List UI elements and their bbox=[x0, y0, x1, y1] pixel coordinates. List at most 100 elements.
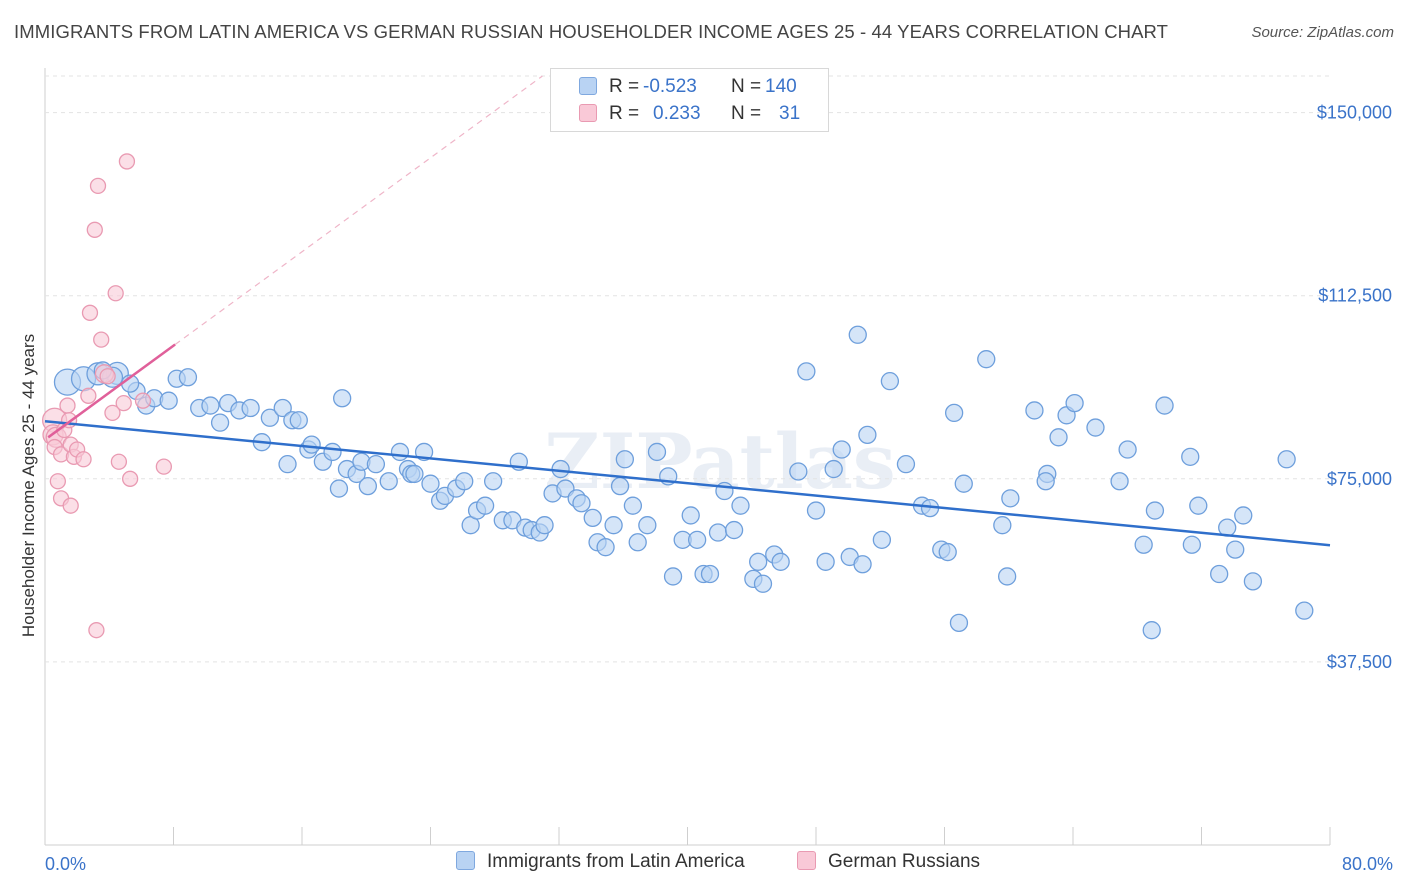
german-russian-point bbox=[107, 285, 124, 302]
latin-america-point bbox=[896, 455, 916, 474]
latin-america-point bbox=[954, 474, 973, 493]
latin-america-point bbox=[663, 567, 683, 586]
latin-america-point bbox=[949, 613, 969, 632]
legend-item-german-russians: German Russians bbox=[797, 851, 980, 873]
latin-america-point bbox=[816, 552, 835, 571]
latin-america-point bbox=[749, 552, 768, 571]
latin-america-point bbox=[483, 472, 503, 491]
pink-swatch bbox=[579, 104, 597, 122]
latin-america-point bbox=[1226, 540, 1245, 559]
latin-america-point bbox=[583, 508, 602, 528]
latin-america-point bbox=[278, 455, 297, 474]
latin-america-point bbox=[789, 462, 808, 481]
german-russian-point bbox=[134, 392, 152, 409]
german-russian-point bbox=[75, 451, 92, 468]
german-russian-point bbox=[49, 473, 66, 490]
y-tick-label: $150,000 bbox=[1317, 103, 1392, 123]
latin-america-point bbox=[302, 435, 321, 454]
pink-trend-extension bbox=[174, 75, 543, 346]
latin-america-point bbox=[358, 476, 378, 496]
latin-america-point bbox=[1181, 447, 1200, 466]
latin-america-point bbox=[872, 530, 892, 549]
r-label: R = bbox=[609, 76, 640, 97]
latin-america-point bbox=[1025, 401, 1044, 420]
german-russian-point bbox=[89, 177, 107, 195]
latin-america-point bbox=[201, 396, 220, 415]
latin-america-point bbox=[1243, 572, 1263, 591]
latin-america-point bbox=[1210, 564, 1229, 584]
latin-america-point bbox=[366, 455, 386, 474]
r-value: -0.523 bbox=[643, 76, 697, 97]
latin-america-point bbox=[475, 496, 495, 515]
german-russian-point bbox=[88, 622, 105, 639]
latin-america-point bbox=[997, 567, 1017, 586]
german-russian-point bbox=[110, 453, 128, 470]
latin-america-point bbox=[681, 506, 700, 525]
latin-america-point bbox=[708, 523, 728, 542]
latin-america-point bbox=[1110, 472, 1129, 491]
y-tick-label: $112,500 bbox=[1318, 286, 1392, 306]
latin-america-point bbox=[938, 542, 957, 562]
german-russian-point bbox=[86, 221, 103, 238]
german-russian-point bbox=[99, 368, 116, 385]
latin-america-point bbox=[159, 391, 178, 410]
y-tick-label: $37,500 bbox=[1327, 652, 1392, 672]
legend-label: Immigrants from Latin America bbox=[487, 851, 745, 872]
latin-america-point bbox=[1295, 601, 1314, 620]
latin-america-point bbox=[848, 325, 867, 344]
latin-america-point bbox=[615, 450, 635, 469]
latin-america-point bbox=[379, 472, 398, 491]
latin-america-point bbox=[1189, 496, 1208, 515]
latin-america-point bbox=[753, 574, 773, 593]
blue-swatch bbox=[579, 77, 597, 95]
latin-america-point bbox=[333, 389, 352, 408]
latin-america-point bbox=[880, 372, 900, 391]
latin-america-point bbox=[771, 552, 790, 571]
latin-america-point bbox=[977, 350, 996, 369]
latin-america-point bbox=[623, 496, 643, 515]
latin-america-point bbox=[610, 476, 630, 496]
latin-america-point bbox=[824, 459, 843, 479]
german-russian-point bbox=[104, 404, 121, 422]
latin-america-point bbox=[260, 408, 280, 427]
latin-america-point bbox=[178, 368, 198, 387]
german-russian-point bbox=[59, 397, 76, 414]
latin-america-point bbox=[858, 425, 877, 445]
latin-america-point bbox=[1155, 396, 1174, 415]
latin-america-point bbox=[1036, 472, 1055, 491]
latin-america-point bbox=[1234, 506, 1253, 525]
latin-america-point bbox=[806, 501, 826, 520]
stats-row-pink: R = 0.233 N = 31 bbox=[551, 100, 828, 128]
r-value: 0.233 bbox=[653, 103, 701, 124]
latin-america-point bbox=[329, 479, 349, 498]
latin-america-point bbox=[551, 459, 570, 479]
latin-america-point bbox=[273, 398, 292, 418]
n-label: N = bbox=[731, 103, 762, 124]
latin-america-point bbox=[628, 533, 647, 552]
y-axis-label: Householder Income Ages 25 - 44 years bbox=[19, 334, 38, 637]
latin-america-point bbox=[638, 516, 657, 535]
german-russian-point bbox=[155, 458, 173, 475]
latin-america-point bbox=[1134, 535, 1153, 554]
stats-row-blue: R = -0.523 N = 140 bbox=[551, 73, 828, 101]
latin-america-point bbox=[797, 362, 816, 381]
latin-america-point bbox=[731, 496, 750, 515]
latin-america-point bbox=[1001, 489, 1020, 508]
german-russian-trend-line bbox=[47, 343, 176, 439]
latin-america-point bbox=[210, 413, 230, 432]
latin-america-point bbox=[724, 520, 744, 540]
latin-america-point bbox=[289, 411, 308, 430]
latin-america-point bbox=[455, 472, 474, 491]
latin-america-point bbox=[535, 516, 554, 535]
chart-title: IMMIGRANTS FROM LATIN AMERICA VS GERMAN … bbox=[14, 21, 1169, 42]
latin-america-point bbox=[944, 403, 964, 423]
latin-america-point bbox=[853, 555, 872, 574]
stats-legend: R = -0.523 N = 140 R = 0.233 N = 31 bbox=[550, 68, 829, 132]
german-russian-point bbox=[80, 387, 97, 404]
latin-america-point bbox=[1118, 440, 1137, 459]
latin-america-point bbox=[241, 398, 260, 418]
latin-america-point bbox=[1277, 450, 1296, 469]
latin-america-point bbox=[832, 440, 851, 459]
latin-america-point bbox=[1049, 428, 1068, 447]
